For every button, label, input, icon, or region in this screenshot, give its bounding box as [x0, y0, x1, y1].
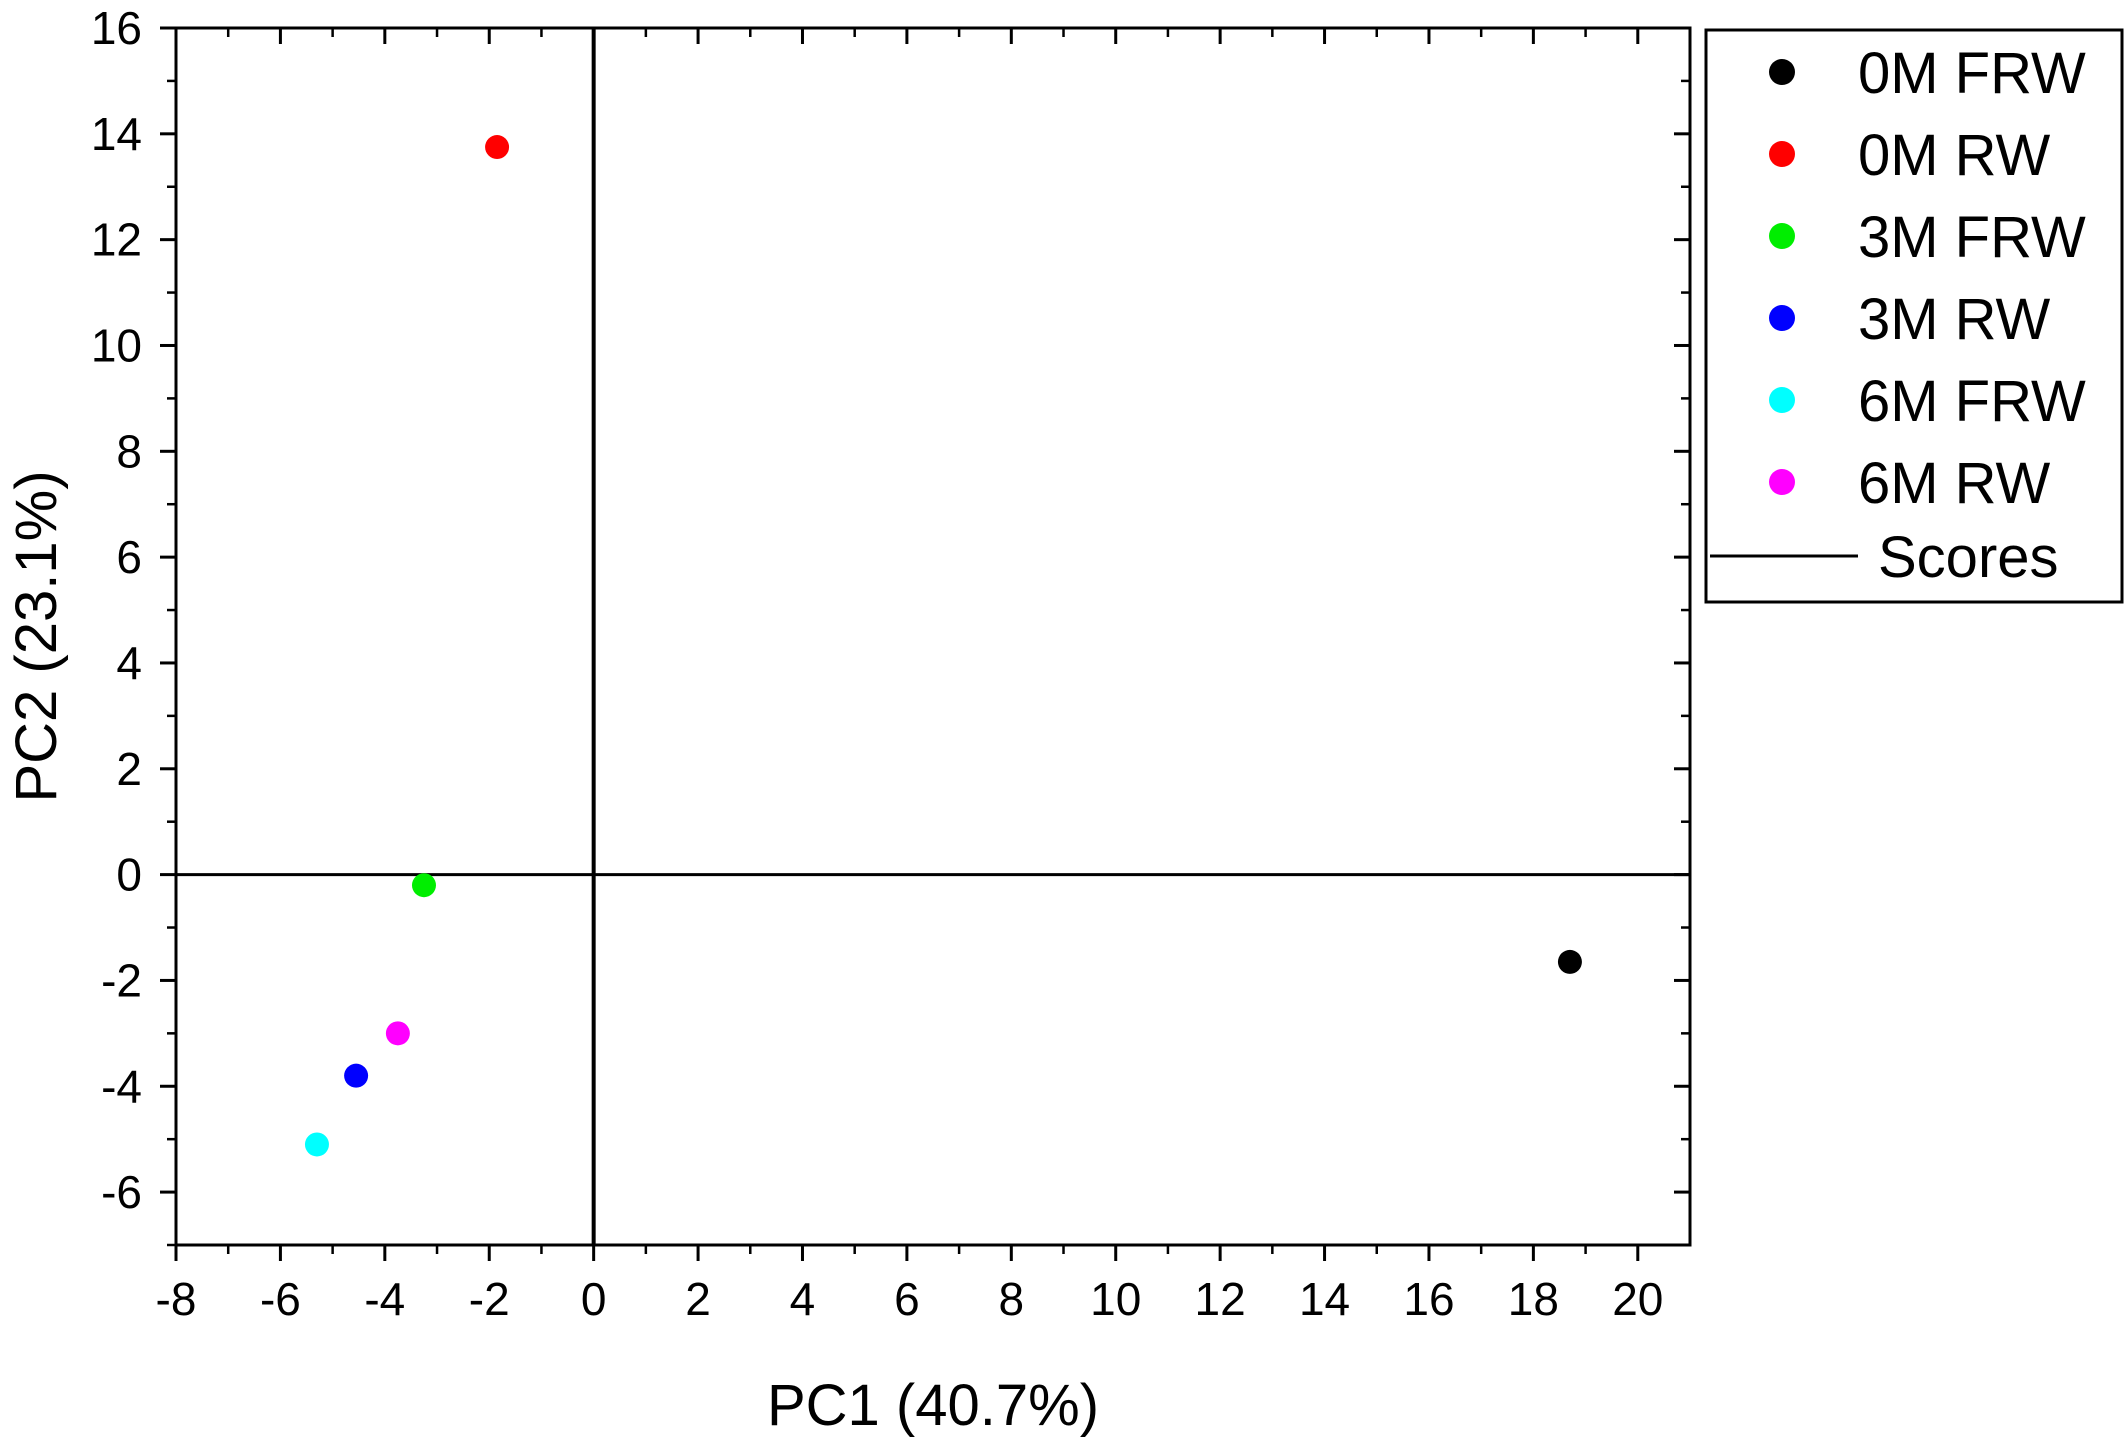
x-tick-label: 12: [1195, 1273, 1246, 1325]
legend-label-0m-frw: 0M FRW: [1858, 41, 2086, 106]
legend-label-0m-rw: 0M RW: [1858, 123, 2051, 188]
data-point-6m-rw: [385, 1021, 410, 1046]
y-tick-label: -6: [101, 1166, 142, 1218]
x-tick-label: 0: [581, 1273, 607, 1325]
x-tick-label: -2: [469, 1273, 510, 1325]
x-tick-label: -6: [260, 1273, 301, 1325]
data-point-3m-frw: [411, 873, 436, 898]
data-point-0m-frw: [1557, 949, 1582, 974]
y-tick-label: 10: [91, 319, 142, 371]
y-tick-label: 2: [116, 743, 142, 795]
y-tick-label: 16: [91, 2, 142, 54]
x-tick-label: 18: [1508, 1273, 1559, 1325]
y-tick-label: -4: [101, 1060, 142, 1112]
legend-label-scores: Scores: [1878, 525, 2059, 590]
y-tick-label: -2: [101, 954, 142, 1006]
x-tick-label: 14: [1299, 1273, 1350, 1325]
x-tick-label: 4: [790, 1273, 816, 1325]
legend-marker-6m-rw: [1769, 469, 1795, 495]
legend-marker-3m-rw: [1769, 305, 1795, 331]
data-point-6m-frw: [304, 1132, 329, 1157]
y-tick-label: 6: [116, 531, 142, 583]
y-tick-label: 4: [116, 637, 142, 689]
legend-label-6m-rw: 6M RW: [1858, 451, 2051, 516]
y-tick-label: 12: [91, 214, 142, 266]
x-tick-label: 10: [1090, 1273, 1141, 1325]
x-tick-label: -8: [156, 1273, 197, 1325]
y-tick-label: 0: [116, 849, 142, 901]
legend-label-6m-frw: 6M FRW: [1858, 369, 2086, 434]
x-tick-label: 16: [1403, 1273, 1454, 1325]
y-tick-label: 14: [91, 108, 142, 160]
x-tick-label: 2: [685, 1273, 711, 1325]
x-axis-title: PC1 (40.7%): [767, 1373, 1099, 1438]
x-tick-label: 6: [894, 1273, 920, 1325]
legend-label-3m-frw: 3M FRW: [1858, 205, 2086, 270]
legend-marker-0m-rw: [1769, 141, 1795, 167]
x-tick-label: 20: [1612, 1273, 1663, 1325]
data-point-3m-rw: [344, 1063, 369, 1088]
x-tick-label: 8: [999, 1273, 1025, 1325]
y-axis-title: PC2 (23.1%): [4, 470, 69, 802]
data-point-0m-rw: [485, 135, 510, 160]
x-tick-label: -4: [364, 1273, 405, 1325]
legend-marker-6m-frw: [1769, 387, 1795, 413]
plot-frame: [174, 26, 1692, 1247]
y-tick-label: 8: [116, 425, 142, 477]
legend-marker-0m-frw: [1769, 59, 1795, 85]
legend-marker-3m-frw: [1769, 223, 1795, 249]
legend-label-3m-rw: 3M RW: [1858, 287, 2051, 352]
